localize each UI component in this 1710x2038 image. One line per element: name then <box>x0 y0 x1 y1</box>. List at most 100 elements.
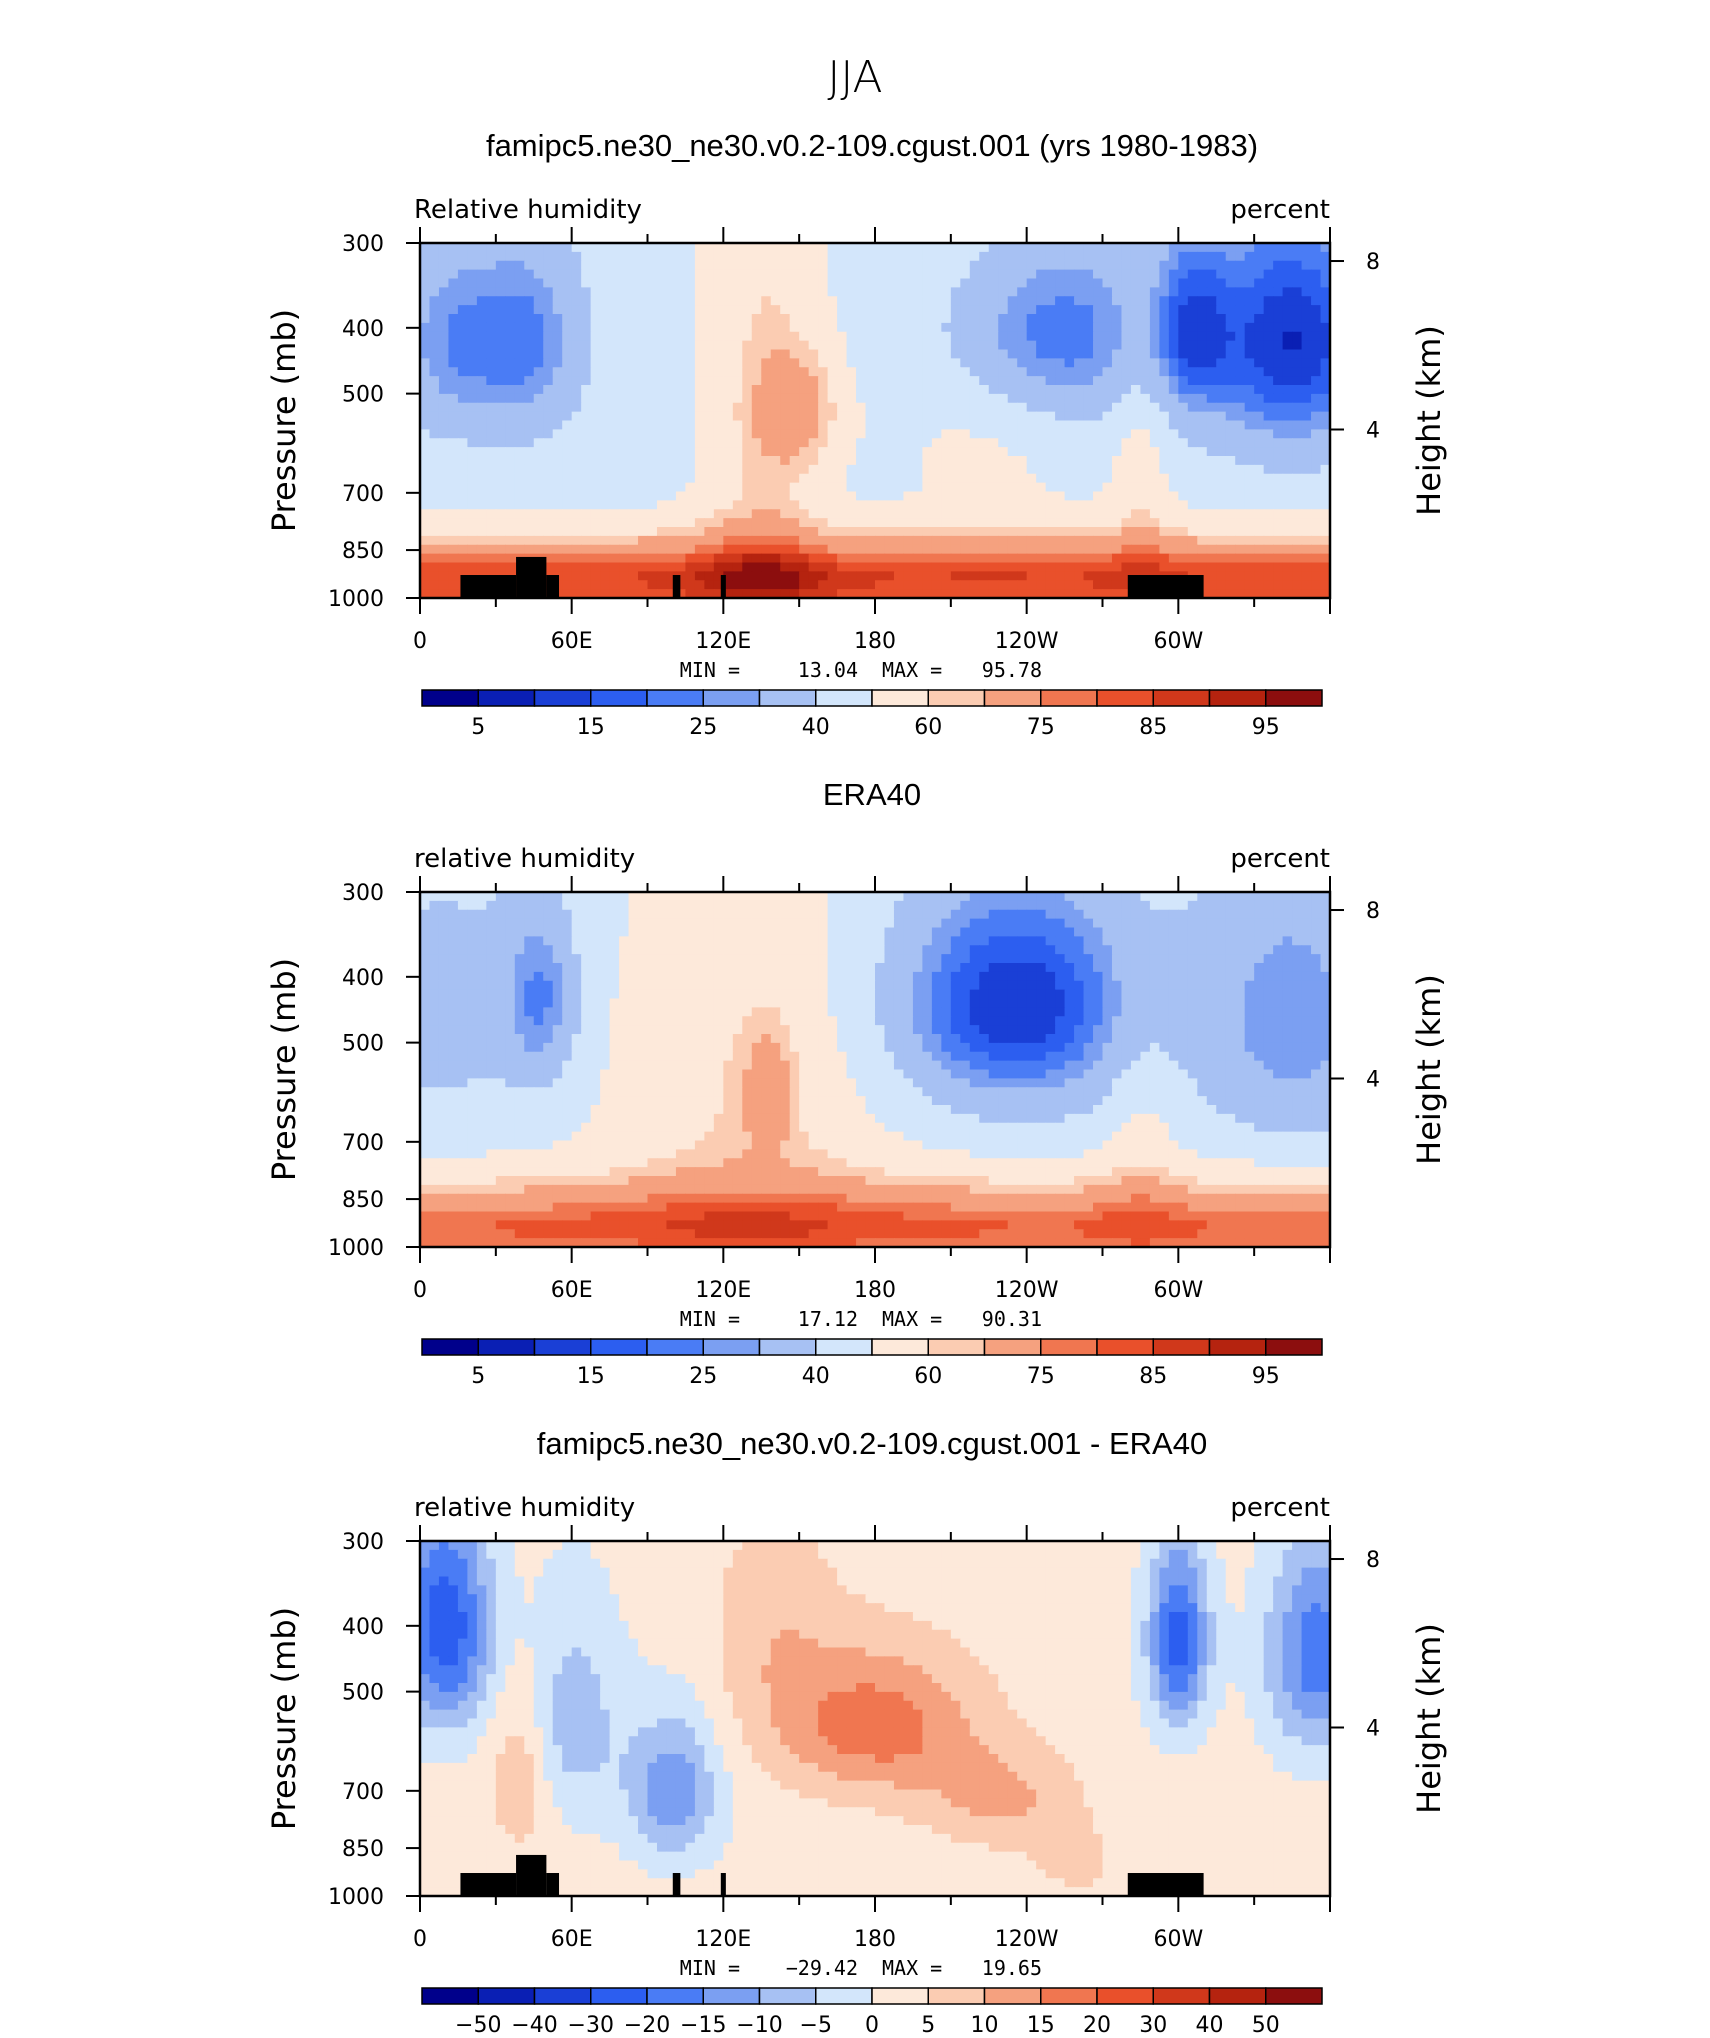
field-cell <box>524 376 535 386</box>
field-cell <box>1311 314 1322 324</box>
field-cell <box>988 473 999 484</box>
field-cell <box>1292 322 1303 333</box>
field-cell <box>562 456 573 466</box>
field-cell <box>495 402 506 413</box>
field-cell <box>1149 553 1160 564</box>
field-cell <box>1121 491 1132 501</box>
field-cell <box>818 500 829 510</box>
field-cell <box>533 945 544 955</box>
field-cell <box>761 589 772 598</box>
field-cell <box>856 278 867 288</box>
field-cell <box>960 936 971 946</box>
field-cell <box>875 589 886 598</box>
field-cell <box>770 971 781 982</box>
field-cell <box>1282 544 1293 555</box>
field-cell <box>476 305 487 315</box>
field-cell <box>543 509 554 519</box>
field-cell <box>960 954 971 964</box>
field-cell <box>562 402 573 413</box>
field-cell <box>476 411 487 422</box>
field-cell <box>1225 314 1236 324</box>
field-cell <box>1178 482 1189 493</box>
field-cell <box>761 954 772 964</box>
field-cell <box>609 429 620 439</box>
field-cell <box>647 971 658 982</box>
field-cell <box>998 918 1009 929</box>
field-cell <box>1102 305 1113 315</box>
field-cell <box>524 393 535 404</box>
field-cell <box>438 892 450 902</box>
field-cell <box>533 909 544 920</box>
field-cell <box>903 358 914 368</box>
field-cell <box>931 527 942 537</box>
field-cell <box>1045 251 1056 262</box>
field-cell <box>960 571 971 581</box>
field-cell <box>875 892 886 902</box>
field-cell <box>789 971 800 982</box>
field-cell <box>1187 269 1198 280</box>
field-cell <box>1093 296 1104 306</box>
field-cell <box>533 314 544 324</box>
field-cell <box>837 447 848 457</box>
field-cell <box>514 971 525 982</box>
field-cell <box>1235 535 1246 546</box>
field-cell <box>770 464 781 475</box>
field-cell <box>1225 553 1236 564</box>
field-cell <box>969 945 980 955</box>
field-cell <box>1235 580 1246 590</box>
field-cell <box>732 447 743 457</box>
field-cell <box>476 936 487 946</box>
field-cell <box>1121 918 1132 929</box>
field-cell <box>476 927 487 937</box>
field-cell <box>761 358 772 368</box>
field-cell <box>609 322 620 333</box>
field-cell <box>1292 411 1303 422</box>
field-cell <box>1216 278 1227 288</box>
field-cell <box>1036 438 1047 448</box>
field-cell <box>818 243 829 253</box>
field-cell <box>713 535 724 546</box>
field-cell <box>524 954 535 964</box>
field-cell <box>1216 322 1227 333</box>
field-cell <box>1206 367 1217 377</box>
field-cell <box>941 963 952 973</box>
field-cell <box>457 287 468 297</box>
field-cell <box>438 340 450 351</box>
field-cell <box>960 491 971 501</box>
field-cell <box>628 260 639 271</box>
field-cell <box>742 385 753 395</box>
field-cell <box>1206 464 1217 475</box>
field-cell <box>628 447 639 457</box>
field-cell <box>438 544 450 555</box>
field-cell <box>1282 527 1293 537</box>
field-cell <box>1282 278 1293 288</box>
field-cell <box>609 464 620 475</box>
field-cell <box>448 562 459 572</box>
field-cell <box>1301 331 1312 342</box>
field-cell <box>448 473 459 484</box>
field-cell <box>448 402 459 413</box>
field-cell <box>476 527 487 537</box>
field-cell <box>1225 447 1236 457</box>
field-cell <box>543 892 554 902</box>
field-cell <box>1235 954 1246 964</box>
field-cell <box>1064 909 1075 920</box>
field-cell <box>732 296 743 306</box>
field-cell <box>875 429 886 439</box>
field-cell <box>1130 251 1142 262</box>
field-cell <box>429 589 440 598</box>
field-cell <box>827 562 838 572</box>
field-cell <box>1301 314 1312 324</box>
field-cell <box>837 367 848 377</box>
field-cell <box>1301 464 1312 475</box>
field-cell <box>1045 918 1056 929</box>
field-cell <box>543 980 554 991</box>
field-cell <box>837 429 848 439</box>
field-cell <box>931 535 942 546</box>
field-cell <box>1045 954 1056 964</box>
field-cell <box>467 393 478 404</box>
field-cell <box>467 251 478 262</box>
field-cell <box>476 429 487 439</box>
field-cell <box>979 358 990 368</box>
field-cell <box>1036 456 1047 466</box>
